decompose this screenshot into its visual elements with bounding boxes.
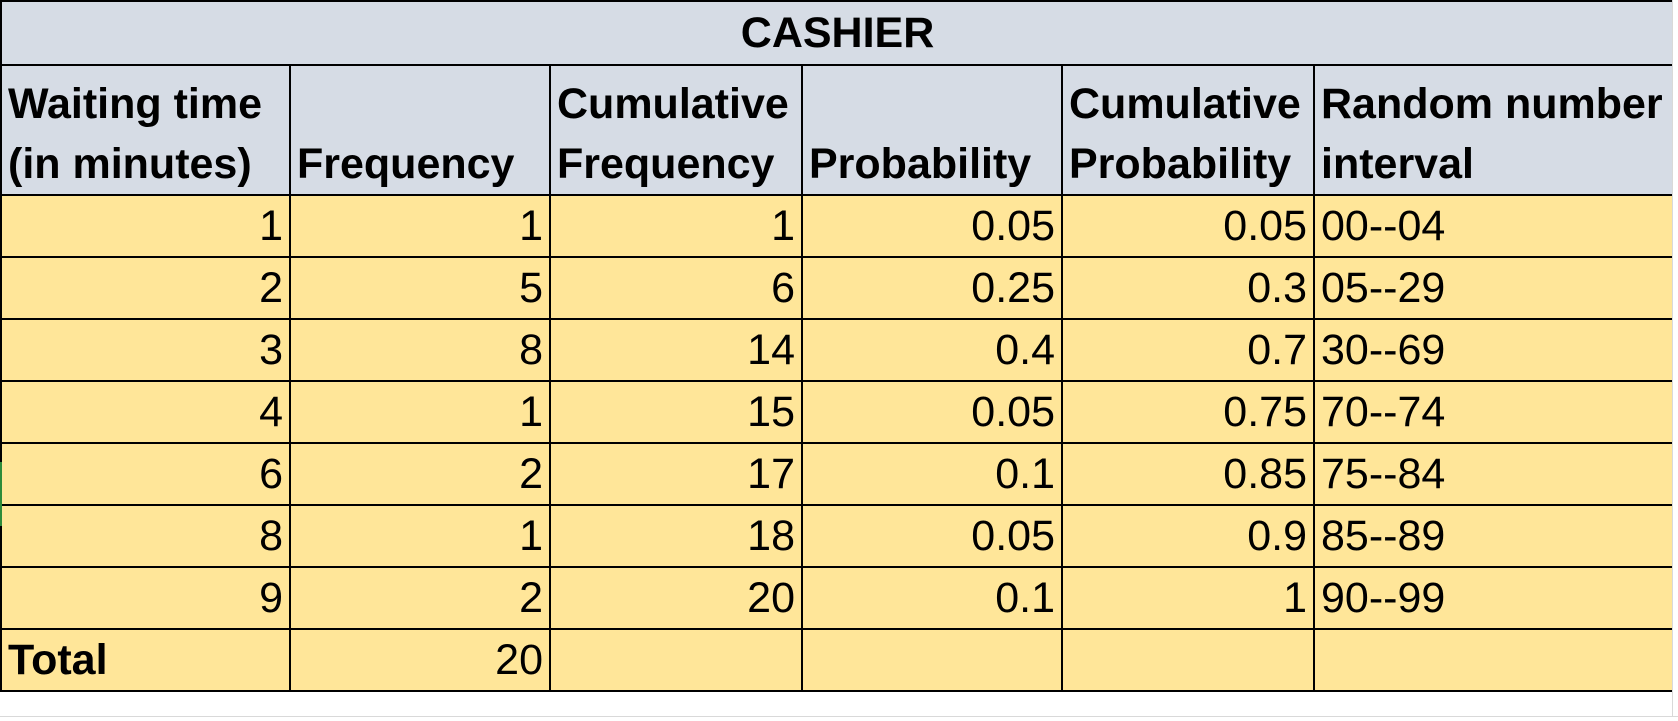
total-row: Total 20 [0, 628, 1676, 692]
gridline-bottom [0, 716, 1678, 721]
cell-random-interval[interactable]: 05--29 [1312, 256, 1676, 320]
title-row: CASHIER [0, 0, 1676, 66]
table-row: 3 8 14 0.4 0.7 30--69 [0, 318, 1676, 382]
header-cumulative-probability-line1: Cumulative [1069, 80, 1301, 129]
cell-cumulative-probability[interactable]: 0.75 [1061, 380, 1315, 444]
header-waiting-time-line1: Waiting time [8, 80, 263, 129]
cell-waiting-time[interactable]: 3 [0, 318, 291, 382]
cell-random-interval[interactable]: 30--69 [1312, 318, 1676, 382]
cell-frequency[interactable]: 1 [289, 194, 551, 258]
cell-probability[interactable]: 0.4 [801, 318, 1063, 382]
selection-marker [0, 462, 2, 526]
cell-cumulative-probability[interactable]: 1 [1061, 566, 1315, 630]
cell-cumulative-probability[interactable]: 0.7 [1061, 318, 1315, 382]
table-row: 6 2 17 0.1 0.85 75--84 [0, 442, 1676, 506]
cell-random-interval[interactable]: 85--89 [1312, 504, 1676, 568]
table-title[interactable]: CASHIER [0, 0, 1676, 66]
header-row: Waiting time (in minutes) Frequency Cumu… [0, 64, 1676, 196]
cell-waiting-time[interactable]: 8 [0, 504, 291, 568]
empty-cell[interactable] [1061, 628, 1315, 692]
table-row: 9 2 20 0.1 1 90--99 [0, 566, 1676, 630]
cell-waiting-time[interactable]: 2 [0, 256, 291, 320]
cell-random-interval[interactable]: 90--99 [1312, 566, 1676, 630]
total-label[interactable]: Total [0, 628, 291, 692]
cell-probability[interactable]: 0.1 [801, 442, 1063, 506]
cell-cumulative-frequency[interactable]: 17 [549, 442, 803, 506]
header-waiting-time[interactable]: Waiting time (in minutes) [0, 64, 291, 196]
cell-cumulative-frequency[interactable]: 18 [549, 504, 803, 568]
header-random-interval-line2: interval [1321, 139, 1474, 188]
cell-probability[interactable]: 0.1 [801, 566, 1063, 630]
header-cumulative-frequency-line1: Cumulative [557, 80, 789, 129]
cell-probability[interactable]: 0.05 [801, 504, 1063, 568]
cell-cumulative-probability[interactable]: 0.85 [1061, 442, 1315, 506]
cell-cumulative-frequency[interactable]: 1 [549, 194, 803, 258]
table-row: 1 1 1 0.05 0.05 00--04 [0, 194, 1676, 258]
header-cumulative-probability[interactable]: Cumulative Probability [1061, 64, 1315, 196]
cell-random-interval[interactable]: 75--84 [1312, 442, 1676, 506]
empty-cell[interactable] [801, 628, 1063, 692]
cell-cumulative-frequency[interactable]: 20 [549, 566, 803, 630]
header-random-interval[interactable]: Random number interval [1312, 64, 1676, 196]
header-cumulative-frequency-line2: Frequency [557, 139, 775, 188]
cashier-table: CASHIER Waiting time (in minutes) Freque… [0, 0, 1676, 692]
cell-cumulative-frequency[interactable]: 6 [549, 256, 803, 320]
header-random-interval-line1: Random number [1321, 80, 1663, 129]
cell-probability[interactable]: 0.25 [801, 256, 1063, 320]
gridline-right [1672, 0, 1678, 720]
cell-waiting-time[interactable]: 6 [0, 442, 291, 506]
total-frequency[interactable]: 20 [289, 628, 551, 692]
cell-waiting-time[interactable]: 9 [0, 566, 291, 630]
empty-cell[interactable] [549, 628, 803, 692]
cell-random-interval[interactable]: 70--74 [1312, 380, 1676, 444]
cell-cumulative-probability[interactable]: 0.9 [1061, 504, 1315, 568]
cell-waiting-time[interactable]: 1 [0, 194, 291, 258]
cell-cumulative-frequency[interactable]: 15 [549, 380, 803, 444]
cell-cumulative-probability[interactable]: 0.3 [1061, 256, 1315, 320]
cell-cumulative-probability[interactable]: 0.05 [1061, 194, 1315, 258]
table-row: 8 1 18 0.05 0.9 85--89 [0, 504, 1676, 568]
cell-frequency[interactable]: 2 [289, 442, 551, 506]
cell-frequency[interactable]: 1 [289, 380, 551, 444]
header-cumulative-frequency[interactable]: Cumulative Frequency [549, 64, 803, 196]
cell-waiting-time[interactable]: 4 [0, 380, 291, 444]
header-frequency[interactable]: Frequency [289, 64, 551, 196]
header-cumulative-probability-line2: Probability [1069, 139, 1292, 188]
cell-frequency[interactable]: 2 [289, 566, 551, 630]
header-probability-label: Probability [809, 139, 1032, 188]
header-waiting-time-line2: (in minutes) [8, 139, 252, 188]
header-frequency-label: Frequency [297, 139, 515, 188]
cell-frequency[interactable]: 5 [289, 256, 551, 320]
cell-probability[interactable]: 0.05 [801, 380, 1063, 444]
cell-frequency[interactable]: 8 [289, 318, 551, 382]
header-probability[interactable]: Probability [801, 64, 1063, 196]
cell-probability[interactable]: 0.05 [801, 194, 1063, 258]
cell-frequency[interactable]: 1 [289, 504, 551, 568]
table-row: 2 5 6 0.25 0.3 05--29 [0, 256, 1676, 320]
cell-random-interval[interactable]: 00--04 [1312, 194, 1676, 258]
empty-cell[interactable] [1312, 628, 1676, 692]
table-row: 4 1 15 0.05 0.75 70--74 [0, 380, 1676, 444]
cell-cumulative-frequency[interactable]: 14 [549, 318, 803, 382]
